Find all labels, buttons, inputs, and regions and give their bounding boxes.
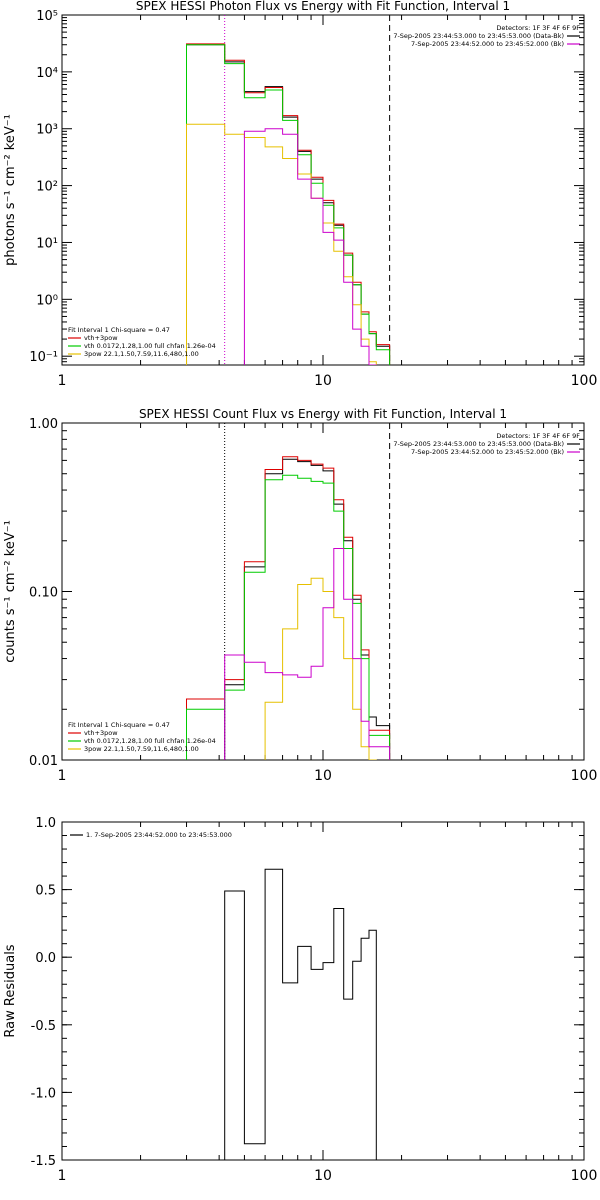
- x-tick-label: 1: [58, 373, 67, 389]
- x-tick-label: 1: [58, 1168, 67, 1184]
- chart-panel-1: SPEX HESSI Photon Flux vs Energy with Fi…: [3, 0, 597, 389]
- series-group: [186, 43, 391, 365]
- data-series-3: [186, 474, 391, 760]
- y-tick-label: 1.00: [29, 417, 58, 432]
- y-tick-label: 1.0: [35, 816, 56, 831]
- y-tick-label: 10²: [36, 180, 58, 195]
- legend-entry-label: 7-Sep-2005 23:44:53.000 to 23:45:53.000 …: [393, 32, 564, 40]
- y-tick-label: 10¹: [36, 236, 58, 251]
- y-axis-label: counts s⁻¹ cm⁻² keV⁻¹: [3, 520, 18, 663]
- chart-panel-2: SPEX HESSI Count Flux vs Energy with Fit…: [3, 407, 597, 784]
- y-tick-label: 10⁴: [36, 66, 58, 81]
- data-series-1: [224, 868, 377, 1160]
- data-series-3: [186, 44, 391, 365]
- legend-entry-label: 3pow 22.1,1.50,7.59,11.6,480,1.00: [84, 745, 199, 753]
- chart-panel-3: Raw Residuals 1 10 100 -1.5 -1.0 -0.5 0.0 0.5 1.0…: [3, 816, 597, 1184]
- data-series-1: [186, 44, 391, 365]
- y-tick-label: 10⁻¹: [29, 350, 58, 365]
- y-tick-label: 0.01: [29, 754, 58, 769]
- y-tick-label: -0.5: [31, 1019, 56, 1034]
- series-group: [224, 868, 377, 1160]
- x-tick-label: 10: [314, 1168, 332, 1184]
- legend-entry-label: 7-Sep-2005 23:44:52.000 to 23:45:52.000 …: [411, 40, 564, 48]
- legend-header: Fit Interval 1 Chi-square = 0.47: [68, 721, 170, 729]
- y-tick-label: 0.5: [35, 884, 56, 899]
- x-tick-label: 100: [571, 768, 598, 784]
- y-axis-label: photons s⁻¹ cm⁻² keV⁻¹: [3, 114, 18, 266]
- plot-frame: [61, 821, 585, 1161]
- chart-title: SPEX HESSI Photon Flux vs Energy with Fi…: [136, 0, 510, 13]
- y-tick-label: -1.5: [31, 1154, 56, 1169]
- y-tick-label: 10⁵: [36, 9, 58, 24]
- legend-entry-label: 1. 7-Sep-2005 23:44:52.000 to 23:45:53.0…: [86, 831, 232, 839]
- y-tick-label: 0.10: [29, 586, 58, 601]
- legend-header: Fit Interval 1 Chi-square = 0.47: [68, 326, 170, 334]
- y-tick-label: 10³: [36, 123, 58, 138]
- legend-header: Detectors: 1F 3F 4F 6F 9F: [496, 432, 580, 440]
- y-tick-label: 0.0: [35, 951, 56, 966]
- chart-title: SPEX HESSI Count Flux vs Energy with Fit…: [139, 407, 507, 421]
- data-series-5: [224, 548, 391, 760]
- legend-entry-label: 7-Sep-2005 23:44:52.000 to 23:45:52.000 …: [411, 448, 564, 456]
- data-series-1: [224, 458, 391, 760]
- y-tick-label: 10⁰: [36, 293, 58, 308]
- data-series-2: [186, 456, 391, 760]
- legend-entry-label: vth+3pow: [84, 334, 118, 342]
- y-tick-label: -1.0: [31, 1086, 56, 1101]
- y-axis-label: Raw Residuals: [3, 944, 18, 1037]
- data-series-4: [186, 123, 377, 365]
- legend-entry-label: 3pow 22.1,1.50,7.59,11.6,480,1.00: [84, 350, 199, 358]
- x-tick-label: 10: [314, 373, 332, 389]
- data-series-5: [243, 128, 377, 365]
- x-tick-label: 100: [571, 1168, 598, 1184]
- series-group: [186, 456, 391, 760]
- x-tick-label: 1: [58, 768, 67, 784]
- x-tick-label: 10: [314, 768, 332, 784]
- data-series-4: [264, 577, 377, 760]
- legend-entry-label: 7-Sep-2005 23:44:53.000 to 23:45:53.000 …: [393, 440, 564, 448]
- legend-entry-label: vth 0.0172,1.28,1.00 full chfan 1.26e-04: [84, 737, 216, 745]
- legend-entry-label: vth 0.0172,1.28,1.00 full chfan 1.26e-04: [84, 342, 216, 350]
- x-tick-label: 100: [571, 373, 598, 389]
- legend-entry-label: vth+3pow: [84, 729, 118, 737]
- legend-header: Detectors: 1F 3F 4F 6F 9F: [496, 24, 580, 32]
- data-series-2: [186, 43, 391, 365]
